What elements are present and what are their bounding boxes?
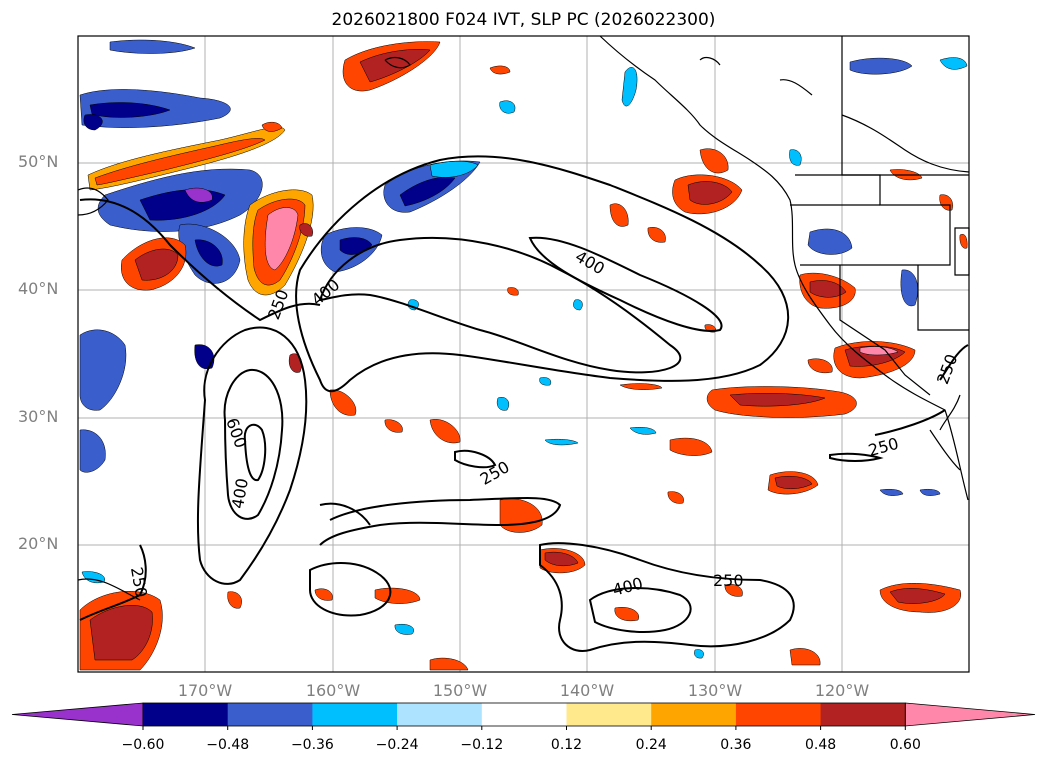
lon-tick-label: 170°W — [177, 681, 233, 700]
colorbar-tick-label: 0.48 — [805, 737, 837, 753]
colorbar-tick-label: −0.36 — [290, 737, 334, 753]
colorbar-tick-label: 0.60 — [889, 737, 921, 753]
lat-tick-label: 20°N — [18, 534, 59, 553]
colorbar-tick-label: 0.24 — [635, 737, 667, 753]
map-frame — [77, 35, 970, 673]
colorbar-tick-label: −0.60 — [121, 737, 165, 753]
map-title: 2026021800 F024 IVT, SLP PC (2026022300) — [331, 10, 716, 30]
colorbar-tick-label: 0.36 — [720, 737, 752, 753]
colorbar-segment — [227, 703, 313, 726]
colorbar-segment — [651, 703, 737, 726]
colorbar-tick-label: 0.12 — [550, 737, 583, 753]
colorbar-tick-label: −0.12 — [460, 737, 504, 753]
colorbar — [11, 702, 1036, 730]
lon-tick-label: 150°W — [432, 681, 488, 700]
lat-tick-label: 40°N — [18, 279, 59, 298]
contour-label: 250 — [713, 571, 744, 590]
colorbar-extend-high — [904, 702, 1036, 727]
colorbar-segment — [397, 703, 483, 726]
lat-tick-label: 50°N — [18, 152, 59, 171]
colorbar-tick-label: −0.24 — [375, 737, 419, 753]
colorbar-extend-low — [11, 702, 144, 727]
colorbar-segment — [566, 703, 652, 726]
map-plot-area: 400 400 250 600 400 250 400 250 250 250 … — [77, 35, 970, 673]
colorbar-segment — [735, 703, 822, 726]
colorbar-tick-label: −0.48 — [206, 737, 250, 753]
lon-tick-label: 120°W — [814, 681, 870, 700]
ivt-contours — [79, 155, 969, 652]
lon-tick-label: 130°W — [687, 681, 743, 700]
lon-tick-label: 140°W — [559, 681, 615, 700]
colorbar-frame — [142, 702, 906, 727]
colorbar-segment — [312, 703, 398, 726]
colorbar-segment — [820, 703, 906, 726]
lon-tick-label: 160°W — [305, 681, 361, 700]
lat-tick-label: 30°N — [18, 407, 59, 426]
contour-labels: 400 400 250 600 400 250 400 250 250 250 … — [127, 247, 961, 600]
colorbar-segment — [143, 703, 229, 726]
coastlines-and-borders — [77, 35, 970, 601]
colorbar-segment — [481, 703, 567, 726]
